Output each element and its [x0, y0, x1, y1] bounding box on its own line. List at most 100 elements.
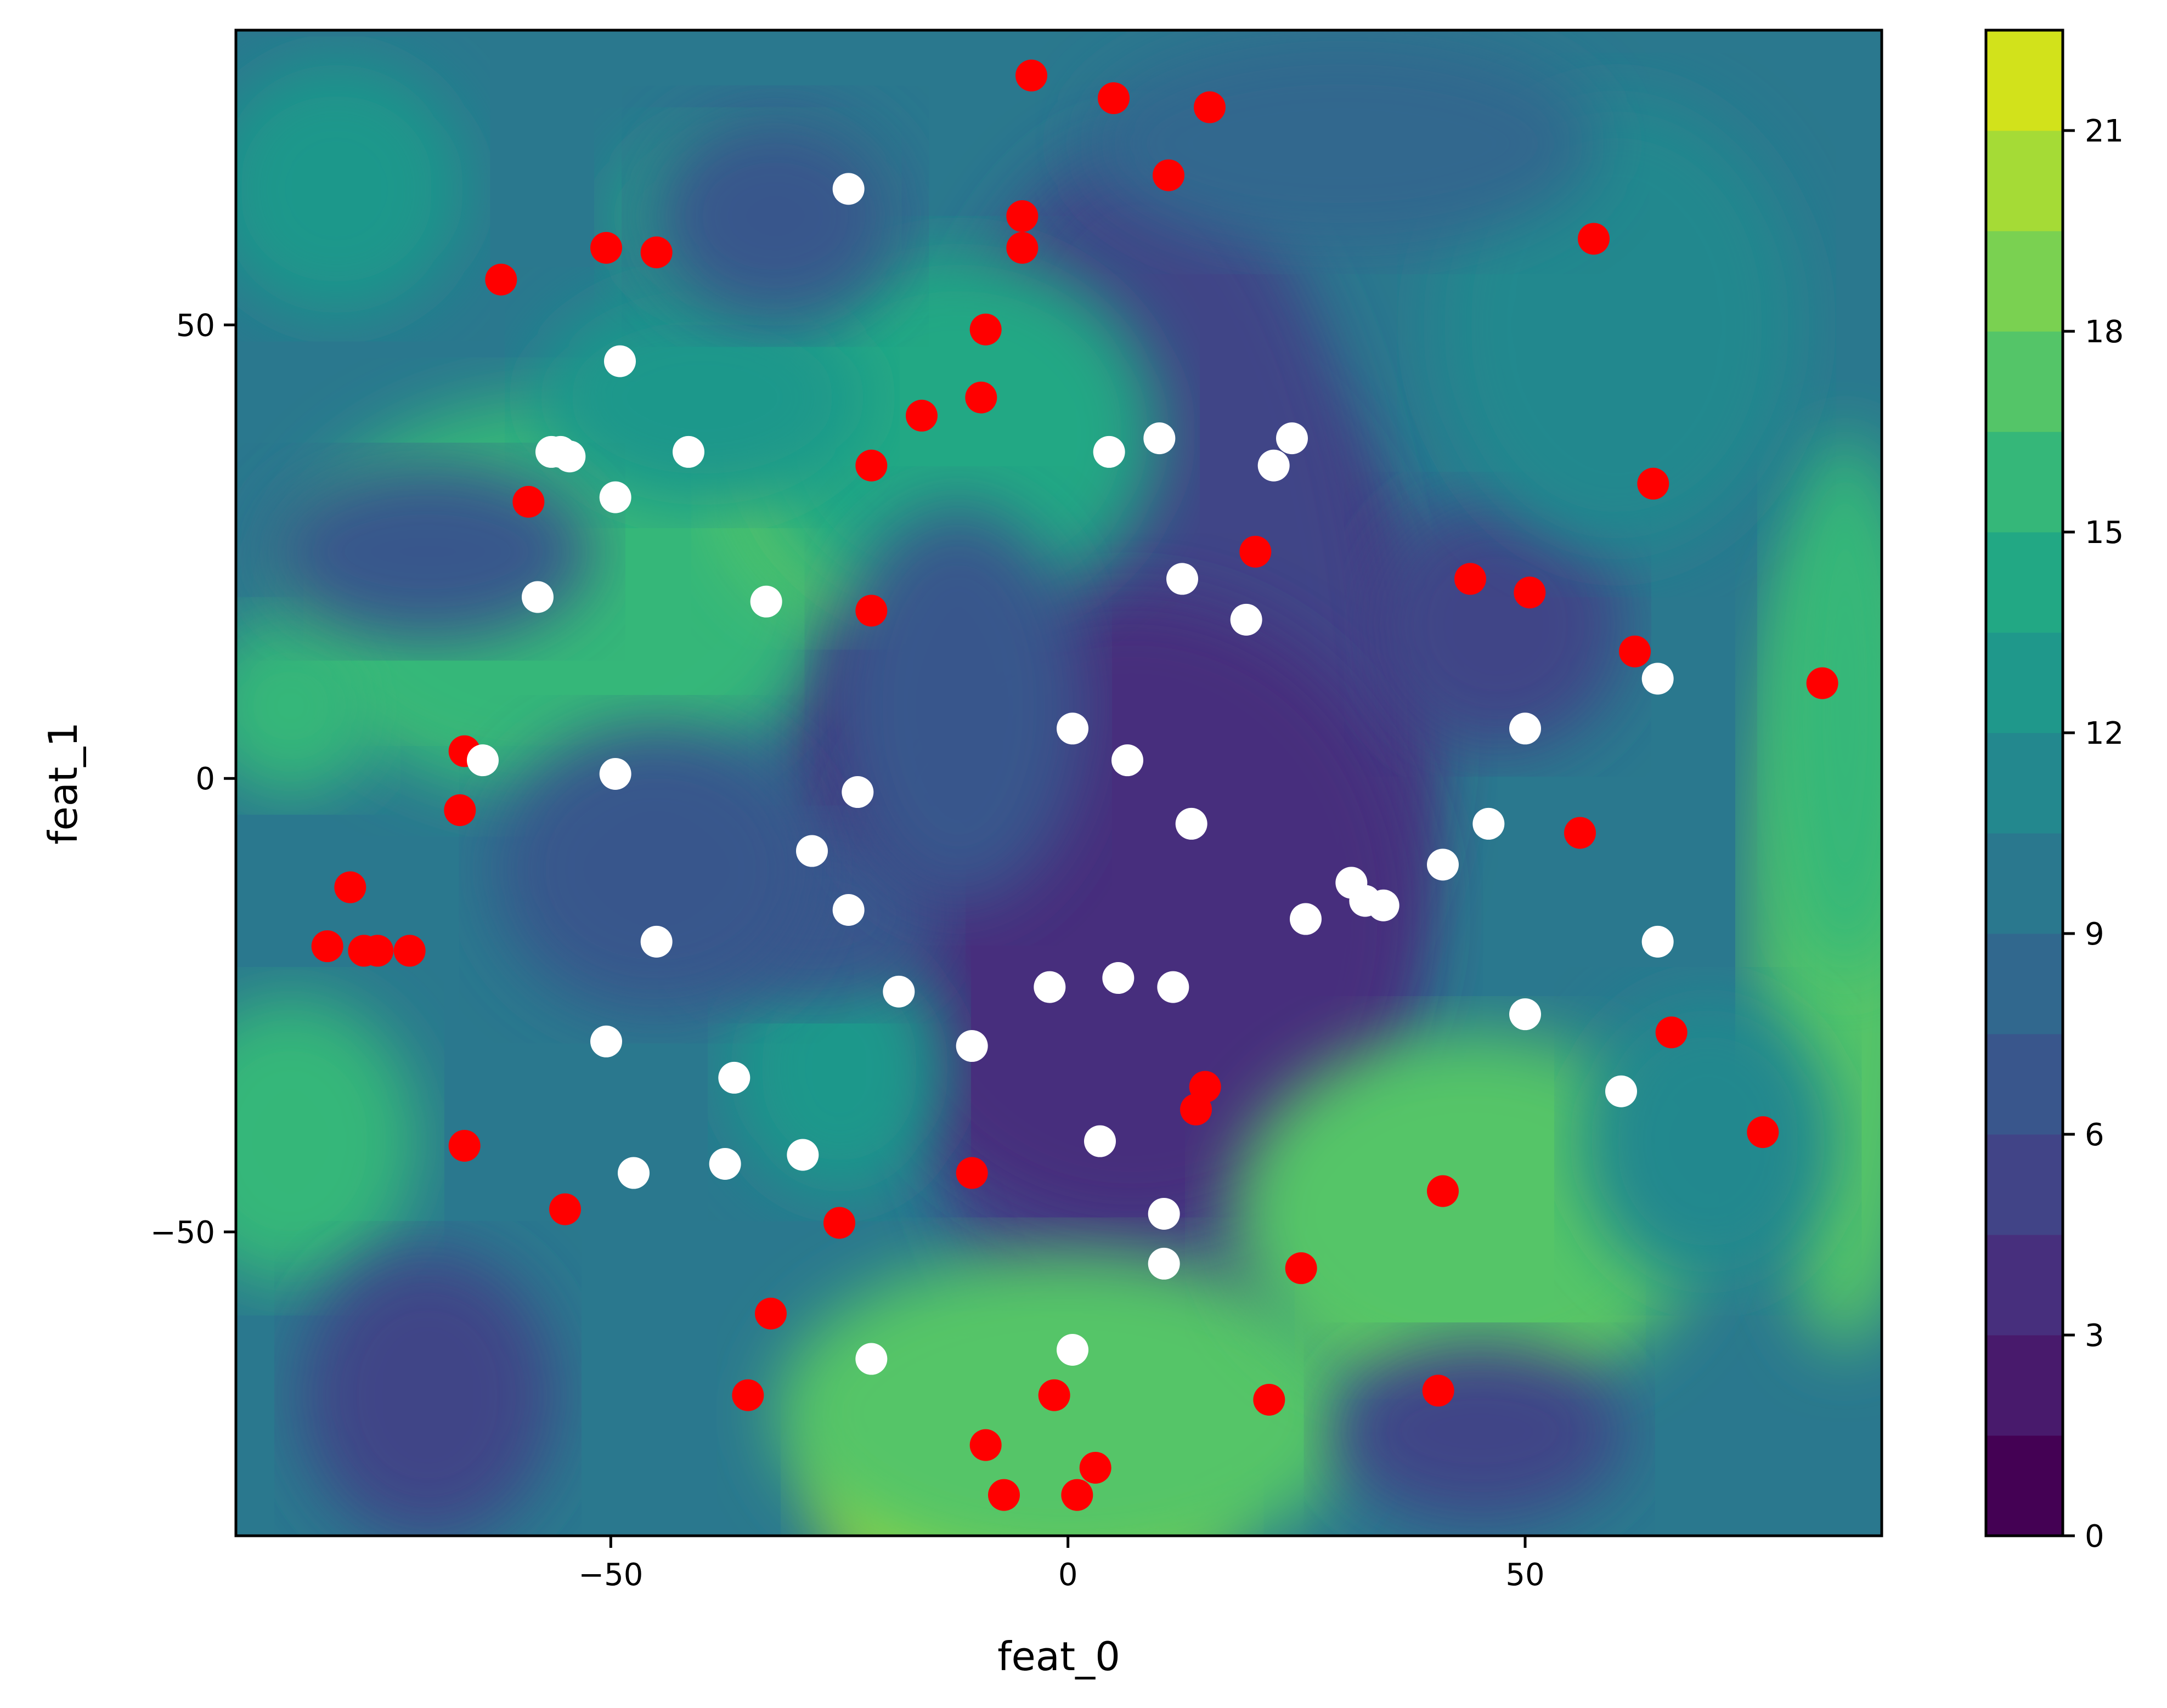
- red-point: [1239, 535, 1272, 568]
- colorbar-band: [1986, 331, 2063, 432]
- white-point: [1102, 962, 1135, 994]
- red-point: [1015, 59, 1047, 92]
- white-point: [1472, 807, 1505, 840]
- colorbar-band: [1986, 231, 2063, 332]
- contour-region: [236, 996, 419, 1287]
- white-point: [796, 835, 828, 867]
- colorbar-tick-label: 18: [2085, 314, 2124, 350]
- colorbar-band: [1986, 934, 2063, 1034]
- red-point: [755, 1297, 787, 1330]
- x-axis-title: feat_0: [997, 1633, 1120, 1679]
- white-point: [522, 581, 554, 613]
- colorbar-band: [1986, 30, 2063, 131]
- red-point: [1514, 576, 1546, 609]
- red-point: [1637, 467, 1669, 500]
- white-point: [467, 744, 499, 777]
- contour-region: [757, 252, 1160, 615]
- contour-region: [1772, 434, 1882, 978]
- contour-region: [236, 61, 465, 316]
- colorbar-band: [1986, 1335, 2063, 1436]
- white-point: [832, 894, 865, 926]
- white-point: [956, 1030, 988, 1062]
- y-tick-label: 50: [176, 308, 215, 343]
- white-point: [1111, 744, 1143, 777]
- red-point: [956, 1157, 988, 1189]
- white-point: [1230, 603, 1262, 636]
- x-tick-label: 0: [1058, 1557, 1078, 1593]
- contour-region: [492, 724, 821, 1015]
- colorbar-band: [1986, 1235, 2063, 1336]
- colorbar-tick-label: 12: [2085, 716, 2124, 751]
- red-point: [1153, 159, 1184, 191]
- red-point: [1747, 1116, 1779, 1149]
- white-point: [1034, 971, 1066, 1003]
- white-point: [1605, 1075, 1637, 1107]
- colorbar: 0 3 6 9 12 15 18 21: [1984, 29, 2124, 1554]
- red-point: [1422, 1375, 1454, 1407]
- white-point: [1290, 903, 1322, 935]
- white-point: [1641, 663, 1674, 695]
- red-point: [1180, 1093, 1212, 1126]
- white-point: [832, 173, 865, 205]
- red-point: [1285, 1252, 1317, 1285]
- red-point: [1038, 1379, 1070, 1411]
- colorbar-tick-label: 3: [2085, 1318, 2104, 1354]
- colorbar-band: [1986, 833, 2063, 934]
- contour-region: [830, 506, 1086, 906]
- white-point: [1157, 971, 1189, 1003]
- scatter-points: [311, 59, 1838, 1511]
- colorbar-band: [1986, 1435, 2063, 1536]
- colorbar-band: [1986, 532, 2063, 633]
- white-point: [1367, 889, 1399, 921]
- plot-frame: [234, 29, 1883, 1537]
- white-point: [554, 440, 586, 473]
- white-point: [787, 1139, 819, 1171]
- colorbar-tick-label: 0: [2085, 1519, 2104, 1554]
- red-point: [855, 595, 888, 627]
- x-tick-label: −50: [578, 1557, 643, 1593]
- colorbar-tick-label: 6: [2085, 1117, 2104, 1153]
- contour-region: [647, 107, 904, 325]
- colorbar-band: [1986, 432, 2063, 533]
- white-point: [842, 776, 874, 808]
- red-point: [1006, 231, 1039, 264]
- white-point: [1276, 422, 1308, 455]
- red-point: [1253, 1383, 1285, 1416]
- red-point: [1194, 91, 1226, 123]
- red-point: [549, 1193, 581, 1225]
- white-point: [1427, 849, 1459, 881]
- white-point: [1093, 436, 1125, 468]
- red-point: [590, 231, 622, 264]
- red-point: [855, 449, 888, 482]
- white-point: [640, 925, 673, 958]
- colorbar-band: [1986, 632, 2063, 733]
- red-point: [1098, 82, 1130, 115]
- red-point: [393, 935, 426, 967]
- contour-region: [1086, 35, 1599, 253]
- x-axis-ticks: −50 0 50: [578, 1536, 1545, 1593]
- y-tick-label: 0: [195, 761, 215, 797]
- red-point: [448, 1129, 481, 1162]
- contour-region: [538, 289, 867, 507]
- red-point: [1564, 817, 1596, 849]
- red-point: [823, 1207, 855, 1239]
- white-point: [1057, 1334, 1088, 1366]
- white-point: [599, 481, 631, 513]
- contour-region: [263, 461, 592, 643]
- red-point: [988, 1479, 1020, 1511]
- plot-area: [234, 29, 1883, 1537]
- red-point: [512, 485, 545, 518]
- red-point: [732, 1379, 764, 1411]
- white-point: [1175, 807, 1207, 840]
- colorbar-tick-label: 15: [2085, 515, 2124, 551]
- white-point: [1148, 1197, 1180, 1230]
- colorbar-band: [1986, 1034, 2063, 1135]
- red-point: [1427, 1175, 1459, 1207]
- white-point: [883, 975, 915, 1008]
- y-tick-label: −50: [150, 1215, 215, 1251]
- white-point: [1257, 449, 1290, 482]
- red-point: [311, 930, 343, 963]
- red-point: [1006, 200, 1039, 232]
